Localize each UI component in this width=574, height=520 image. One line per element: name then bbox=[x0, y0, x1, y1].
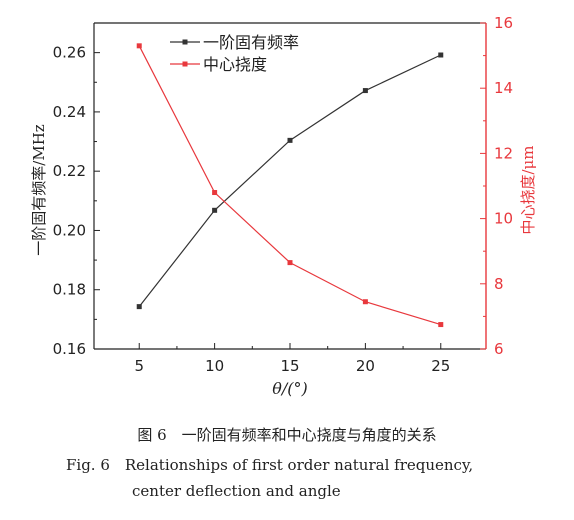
left-tick-label: 0.18 bbox=[53, 281, 86, 299]
left-axis-label: 一阶固有频率/MHz bbox=[30, 124, 48, 255]
data-point bbox=[438, 322, 444, 328]
left-tick-label: 0.24 bbox=[53, 103, 86, 121]
x-tick-label: 10 bbox=[205, 357, 224, 375]
chart: 0.16 0.18 0.20 0.22 0.24 0.26 6 8 10 12 14 16 5 10 1… bbox=[30, 14, 537, 398]
right-tick-label: 6 bbox=[494, 340, 504, 358]
data-point bbox=[287, 260, 293, 266]
figure-caption-english-line1: Fig. 6 Relationships of first order natu… bbox=[66, 456, 474, 474]
left-tick-label: 0.20 bbox=[53, 221, 86, 239]
legend-marker bbox=[182, 61, 188, 67]
left-tick-label: 0.26 bbox=[53, 44, 86, 62]
data-point bbox=[362, 299, 368, 305]
right-tick-label: 8 bbox=[494, 275, 504, 293]
data-point bbox=[212, 207, 218, 213]
data-point bbox=[136, 304, 142, 310]
legend-label: 中心挠度 bbox=[203, 55, 267, 74]
x-tick-label: 15 bbox=[280, 357, 299, 375]
data-point bbox=[362, 88, 368, 94]
left-axis-ticks: 0.16 0.18 0.20 0.22 0.24 0.26 bbox=[53, 44, 100, 358]
left-tick-label: 0.22 bbox=[53, 162, 86, 180]
series-line-1 bbox=[138, 54, 442, 307]
x-axis-label: θ/(°) bbox=[272, 379, 308, 398]
right-tick-label: 12 bbox=[494, 144, 513, 162]
left-tick-label: 0.16 bbox=[53, 340, 86, 358]
legend-marker bbox=[182, 39, 188, 45]
data-point bbox=[212, 190, 218, 196]
figure-caption-english-line2: center deflection and angle bbox=[132, 482, 341, 500]
data-point bbox=[287, 137, 293, 143]
x-axis-ticks: 5 10 15 20 25 bbox=[134, 343, 450, 375]
series-layer bbox=[136, 43, 444, 328]
right-axis-ticks: 6 8 10 12 14 16 bbox=[480, 14, 513, 358]
figure-caption-chinese: 图 6 一阶固有频率和中心挠度与角度的关系 bbox=[137, 426, 437, 444]
x-tick-label: 25 bbox=[431, 357, 450, 375]
data-point bbox=[136, 43, 142, 49]
right-tick-label: 16 bbox=[494, 14, 513, 32]
series-line-2 bbox=[138, 45, 441, 326]
x-tick-label: 5 bbox=[134, 357, 144, 375]
x-tick-label: 20 bbox=[356, 357, 375, 375]
right-axis-label: 中心挠度/μm bbox=[519, 145, 537, 234]
right-tick-label: 14 bbox=[494, 79, 513, 97]
legend-label: 一阶固有频率 bbox=[203, 33, 299, 52]
right-tick-label: 10 bbox=[494, 210, 513, 228]
data-point bbox=[438, 52, 444, 58]
